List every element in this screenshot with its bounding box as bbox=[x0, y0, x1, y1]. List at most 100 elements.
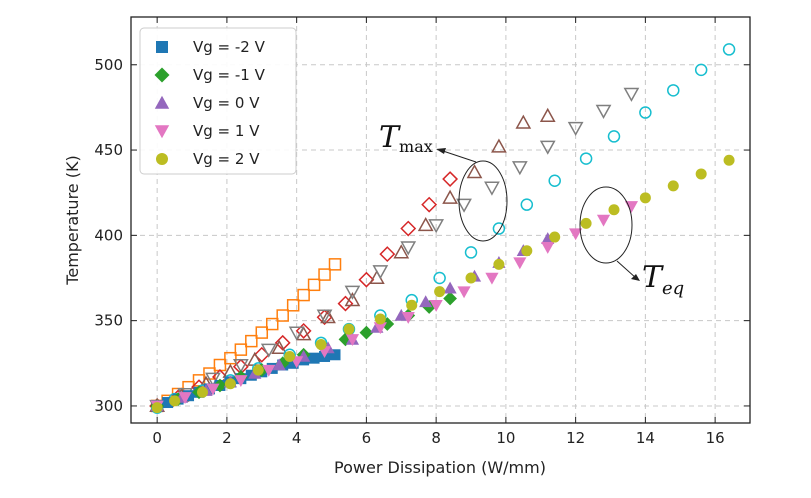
teq-point bbox=[485, 272, 499, 285]
teq-point bbox=[549, 231, 561, 243]
tmax-point bbox=[288, 326, 305, 341]
legend: Vg = -2 V Vg = -1 V Vg = 0 V Vg = 1 V Vg = 2… bbox=[139, 27, 297, 175]
teq-point bbox=[513, 257, 527, 270]
y-axis-label: Temperature (K) bbox=[63, 155, 82, 285]
tmax-point bbox=[491, 138, 507, 153]
teq-point bbox=[569, 228, 583, 241]
tmax-point bbox=[400, 220, 417, 237]
legend-label: Vg = 2 V bbox=[193, 150, 260, 168]
tmax-point bbox=[484, 181, 500, 196]
tmax-point bbox=[442, 189, 458, 204]
teq-point bbox=[401, 311, 415, 324]
tmax-point bbox=[442, 171, 459, 187]
tmax-point bbox=[520, 198, 534, 211]
teq-point bbox=[521, 245, 533, 257]
axis-ticks bbox=[131, 17, 750, 423]
teq-point bbox=[272, 358, 286, 371]
tmax-ellipse bbox=[458, 160, 508, 242]
teq-point bbox=[196, 386, 208, 398]
teq-point bbox=[457, 286, 471, 299]
tmax-point bbox=[393, 244, 410, 259]
teq-point bbox=[429, 300, 443, 312]
tmax-point bbox=[421, 196, 438, 213]
tmax-point bbox=[205, 372, 221, 387]
y-tick-label: 400 bbox=[94, 226, 123, 244]
teq-point bbox=[345, 334, 360, 347]
teq-point bbox=[596, 214, 611, 227]
teq-point bbox=[359, 325, 374, 340]
teq-point bbox=[394, 308, 408, 321]
tmax-point bbox=[548, 174, 561, 188]
tmax-point bbox=[344, 292, 361, 307]
tmax-point bbox=[234, 343, 248, 356]
teq-point bbox=[373, 322, 387, 335]
teq-point bbox=[234, 375, 248, 387]
teq-ellipse bbox=[579, 186, 633, 264]
tmax-point bbox=[694, 63, 708, 77]
tmax-point bbox=[539, 107, 556, 122]
tmax-point bbox=[579, 152, 593, 165]
teq-point bbox=[465, 272, 477, 284]
teq-point bbox=[374, 313, 386, 325]
tmax-point bbox=[295, 322, 312, 339]
teq-point bbox=[151, 402, 163, 414]
teq-point bbox=[262, 364, 276, 377]
tmax-point bbox=[297, 288, 310, 302]
series-teq-4 bbox=[151, 154, 735, 414]
tmax-point bbox=[307, 278, 321, 292]
legend-label: Vg = 1 V bbox=[193, 122, 260, 140]
x-tick-label: 2 bbox=[222, 429, 232, 447]
teq-point bbox=[493, 258, 505, 270]
teq-point bbox=[639, 192, 651, 204]
tmax-point bbox=[271, 339, 288, 354]
teq-point bbox=[695, 168, 707, 180]
tmax-point bbox=[539, 140, 556, 155]
tmax-point bbox=[316, 309, 333, 324]
teq-point bbox=[315, 339, 327, 351]
teq-label-sub: eq bbox=[662, 278, 684, 299]
tick-labels: 0 2 4 6 8 10 12 14 16 300 350 400 450 500 bbox=[94, 56, 724, 447]
x-tick-label: 10 bbox=[496, 429, 515, 447]
y-tick-label: 300 bbox=[94, 397, 123, 415]
tmax-point bbox=[232, 358, 249, 374]
teq-point bbox=[434, 286, 446, 298]
x-tick-label: 14 bbox=[636, 429, 655, 447]
plot-frame bbox=[130, 16, 751, 424]
teq-point bbox=[329, 349, 341, 361]
teq-point bbox=[723, 154, 735, 166]
tmax-label: Tmax bbox=[379, 120, 433, 156]
teq-point bbox=[252, 364, 264, 376]
annotations: Tmax Teq bbox=[379, 120, 684, 299]
teq-point bbox=[284, 350, 296, 362]
tmax-point bbox=[358, 271, 375, 288]
tmax-point bbox=[224, 351, 237, 365]
tmax-point bbox=[466, 164, 483, 179]
tmax-point bbox=[372, 265, 389, 280]
x-axis-label: Power Dissipation (W/mm) bbox=[334, 458, 546, 477]
tmax-point bbox=[639, 106, 652, 119]
legend-label: Vg = -2 V bbox=[193, 38, 266, 56]
teq-point bbox=[224, 378, 236, 390]
tmax-point bbox=[623, 87, 640, 102]
tmax-point bbox=[265, 317, 279, 331]
y-tick-label: 450 bbox=[94, 141, 123, 159]
teq-point bbox=[419, 295, 433, 308]
tmax-point bbox=[667, 84, 680, 97]
tmax-point bbox=[722, 43, 736, 56]
tmax-point bbox=[213, 358, 227, 372]
series-tmax-1 bbox=[149, 171, 459, 414]
legend-label: Vg = 0 V bbox=[193, 94, 260, 112]
x-tick-label: 4 bbox=[292, 429, 302, 447]
teq-label: Teq bbox=[642, 260, 684, 299]
tmax-point bbox=[328, 258, 342, 271]
tmax-point bbox=[274, 334, 291, 351]
tmax-point bbox=[607, 130, 621, 143]
teq-point bbox=[541, 242, 555, 254]
teq-point bbox=[406, 299, 418, 311]
y-tick-label: 500 bbox=[94, 56, 123, 74]
tmax-point bbox=[433, 271, 446, 285]
teq-point bbox=[667, 180, 679, 192]
tmax-point bbox=[320, 309, 336, 324]
teq-arrow bbox=[616, 260, 637, 279]
